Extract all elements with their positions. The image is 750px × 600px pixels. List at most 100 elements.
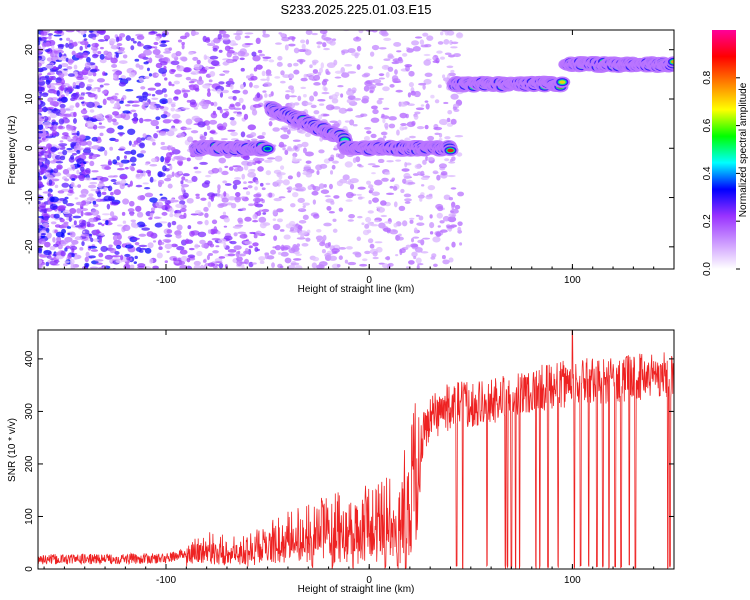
spectrogram-cell — [264, 93, 268, 98]
spectrogram-cell — [56, 236, 62, 243]
spectrogram-cell — [114, 138, 119, 143]
spectrogram-cell — [454, 135, 464, 138]
spectrogram-cell — [257, 49, 263, 54]
spectrogram-cell — [258, 53, 266, 57]
spectrogram-cell — [347, 71, 357, 74]
spectrogram-cell — [450, 187, 457, 190]
spectrogram-cell — [53, 34, 62, 37]
spectrogram-cell — [315, 235, 324, 241]
spectrogram-frame — [37, 29, 675, 270]
spectrogram-cell — [66, 124, 74, 131]
spectrogram-cell — [59, 103, 66, 109]
spectrogram-cell — [248, 203, 255, 207]
spectrogram-cell — [436, 50, 443, 54]
spectrogram-cell — [164, 157, 171, 164]
spectrogram-ridge-cell — [264, 147, 271, 151]
spectrogram-cell — [171, 243, 178, 248]
spectrogram-cell — [208, 119, 218, 125]
spectrogram-cell — [450, 46, 458, 49]
spectrogram-cell — [142, 182, 149, 185]
spectrogram-cell — [189, 99, 196, 105]
spectrogram-cell — [160, 114, 168, 119]
spectrogram-cell — [135, 173, 141, 178]
spectrogram-cell — [394, 69, 398, 75]
spectrogram-cell — [228, 77, 234, 84]
spectrogram-cell — [171, 158, 175, 162]
spectrogram-cell — [363, 72, 371, 77]
spectrogram-cell — [218, 238, 227, 244]
spectrogram-cell — [209, 71, 216, 77]
spectrogram-cell — [330, 94, 338, 100]
spectrogram-cell — [204, 219, 209, 226]
spectrogram-cell — [171, 220, 177, 226]
spectrogram-cell — [111, 118, 117, 123]
spectrogram-cell — [176, 155, 184, 162]
spectrogram-cell — [245, 191, 251, 196]
spectrogram-cell — [244, 216, 252, 222]
spectrogram-cell — [119, 100, 124, 104]
spectrogram-cell — [142, 96, 148, 101]
spectrogram-cell — [211, 167, 220, 174]
spectrogram-cell — [355, 156, 361, 163]
spectrogram-cell — [135, 205, 142, 212]
spectrogram-cell — [356, 193, 363, 196]
spectrogram-cell — [212, 250, 219, 254]
spectrogram-cell — [347, 48, 356, 54]
spectrogram-cell — [159, 193, 163, 196]
spectrogram-cell — [422, 237, 431, 240]
spectrogram-cell — [242, 187, 249, 190]
spectrogram-cell — [38, 104, 42, 110]
spectrogram-cell — [138, 233, 147, 237]
spectrogram-cell — [183, 92, 189, 99]
spectrogram-cell — [72, 137, 77, 143]
spectrogram-cell — [103, 50, 109, 56]
spectrogram-cell — [114, 251, 120, 255]
spectrogram-cell — [363, 136, 370, 141]
spectrogram-cell — [322, 42, 327, 48]
spectrogram-cell — [404, 64, 413, 68]
spectrogram-cell — [101, 90, 108, 94]
spectrogram-cell — [447, 110, 453, 115]
spectrogram-cell — [389, 185, 394, 189]
spectrogram-ridge-cell — [559, 80, 566, 84]
spectrogram-cell — [206, 254, 210, 261]
spectrogram-cell — [278, 32, 282, 35]
spectrogram-cell — [79, 194, 87, 198]
spectrogram-cell — [107, 160, 113, 166]
spectrogram-cell — [155, 73, 160, 77]
spectrogram-cell — [96, 191, 102, 198]
spectrogram-cell — [387, 53, 394, 59]
spectrogram-cell — [359, 263, 368, 267]
spectrogram-cell — [152, 240, 157, 243]
spectrogram-cell — [378, 47, 387, 50]
spectrogram-cell — [73, 64, 78, 70]
spectrogram-cell — [43, 152, 49, 156]
spectrogram-cell — [319, 136, 324, 142]
spectrogram-cell — [347, 95, 356, 100]
spectrogram-cell — [210, 60, 220, 67]
spectrogram-cell — [233, 107, 242, 111]
spectrogram-cell — [353, 36, 362, 42]
spectrogram-cell — [259, 260, 265, 265]
spectrogram-cell — [308, 75, 315, 81]
spectrogram-cell — [448, 257, 454, 263]
colorbar-tick-label: 0.0 — [702, 262, 713, 276]
spectrogram-cell — [148, 73, 153, 77]
spectrogram-cell — [451, 41, 459, 45]
spectrogram-cell — [175, 203, 184, 208]
spectrogram-cell — [366, 180, 372, 185]
spectrogram-cell — [367, 210, 374, 214]
spectrogram-cell — [167, 183, 173, 189]
spectrogram-cell — [391, 61, 400, 65]
spectrogram-cell — [86, 140, 92, 146]
spectrogram-cell — [279, 80, 286, 84]
spectrogram-y-label: Frequency (Hz) — [7, 116, 18, 185]
spectrogram-cell — [332, 38, 337, 41]
spectrogram-cell — [170, 146, 176, 152]
spectrogram-cell — [197, 220, 203, 225]
spectrogram-cell — [439, 220, 445, 224]
spectrogram-cell — [81, 69, 89, 76]
spectrogram-cell — [151, 97, 159, 100]
spectrogram-cell — [456, 152, 463, 157]
